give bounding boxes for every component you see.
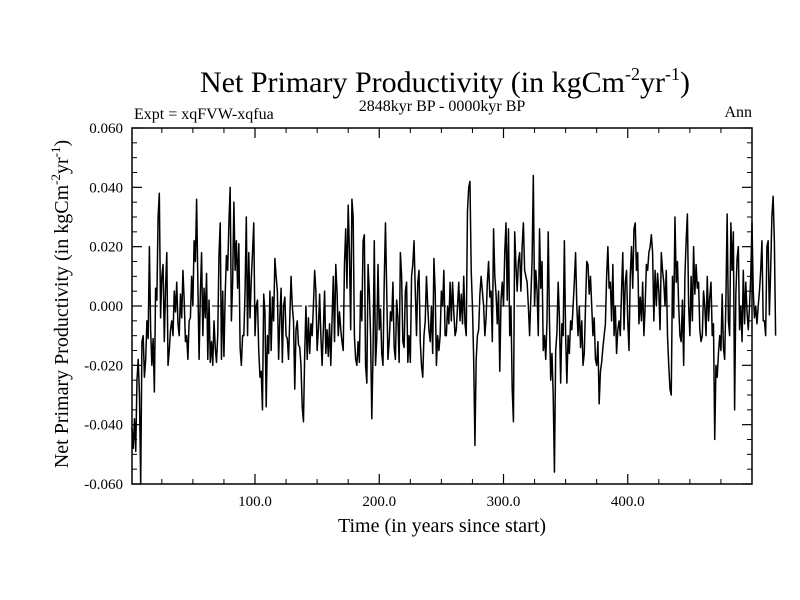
y-tick-label: -0.020 [84, 358, 123, 374]
y-tick-label: -0.040 [84, 418, 123, 434]
y-axis-label-sup1: -2 [48, 174, 63, 185]
y-axis-label-end: ) [51, 140, 73, 147]
tick-labels: -0.060 -0.040 -0.020 0.000 0.020 0.040 0.060 10… [84, 121, 644, 510]
x-tick-label: 100.0 [238, 494, 272, 510]
y-tick-label: 0.040 [89, 180, 123, 196]
x-axis-label: Time (in years since start) [338, 515, 546, 537]
y-axis-label-main: Net Primary Productivity (in kgCm [51, 184, 73, 468]
x-tick-label: 400.0 [611, 494, 645, 510]
npp-series-line [131, 174, 777, 485]
y-tick-label: 0.000 [89, 299, 123, 315]
y-tick-label: 0.020 [89, 240, 123, 256]
period-label: 2848kyr BP - 0000kyr BP [359, 98, 526, 115]
y-axis-label-mid: yr [51, 157, 73, 174]
experiment-label: Expt = xqFVW-xqfua [134, 106, 274, 123]
chart-title-end: ) [680, 66, 690, 99]
chart-title-main: Net Primary Productivity (in kgCm [200, 66, 625, 99]
chart-title-sup2: -1 [665, 64, 680, 84]
chart-title-sup1: -2 [625, 64, 640, 84]
season-label: Ann [724, 104, 752, 121]
y-axis-label-sup2: -1 [48, 147, 63, 158]
y-tick-label: -0.060 [84, 477, 123, 493]
x-tick-label: 300.0 [487, 494, 521, 510]
chart-title: Net Primary Productivity (in kgCm-2yr-1) [200, 64, 690, 99]
plot-frame [131, 127, 753, 485]
y-axis-label: Net Primary Productivity (in kgCm-2yr-1) [48, 140, 73, 468]
x-tick-label: 200.0 [362, 494, 396, 510]
chart-title-mid: yr [640, 66, 665, 99]
y-tick-label: 0.060 [89, 121, 123, 137]
